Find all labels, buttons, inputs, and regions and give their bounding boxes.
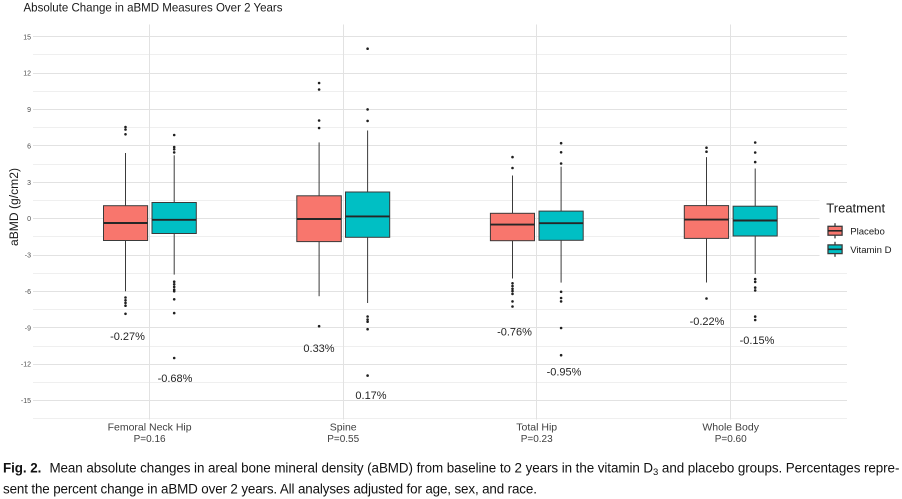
svg-text:-0.68%: -0.68% [158,373,193,385]
svg-text:sent the percent change in aBM: sent the percent change in aBMD over 2 y… [3,482,537,497]
svg-text:Absolute Change in aBMD Measur: Absolute Change in aBMD Measures Over 2 … [24,0,283,14]
svg-text:9: 9 [27,107,31,114]
svg-text:-12: -12 [21,362,31,369]
svg-text:P=0.55: P=0.55 [327,434,359,445]
svg-text:-0.27%: -0.27% [110,331,145,343]
svg-text:Vitamin D: Vitamin D [850,245,891,256]
svg-text:P=0.16: P=0.16 [134,434,166,445]
svg-text:Placebo: Placebo [850,226,885,237]
svg-text:3: 3 [27,180,31,187]
svg-text:-0.22%: -0.22% [690,316,725,328]
svg-text:6: 6 [27,143,31,150]
svg-text:Femoral Neck Hip: Femoral Neck Hip [108,422,192,434]
svg-text:15: 15 [23,34,31,41]
svg-text:aBMD (g/cm2): aBMD (g/cm2) [9,168,21,246]
svg-text:Spine: Spine [330,422,357,434]
svg-text:Fig. 2. Mean absolute changes: Fig. 2. Mean absolute changes in areal b… [3,461,899,479]
svg-text:0.17%: 0.17% [355,390,386,402]
svg-text:-3: -3 [25,253,31,260]
svg-text:P=0.60: P=0.60 [715,434,747,445]
svg-text:0: 0 [27,216,31,223]
svg-text:Total Hip: Total Hip [516,422,557,434]
svg-text:-0.95%: -0.95% [547,367,582,379]
svg-text:-0.15%: -0.15% [740,335,775,347]
svg-text:Treatment: Treatment [826,201,885,216]
svg-text:12: 12 [23,71,31,78]
svg-text:0.33%: 0.33% [303,343,334,355]
svg-text:-15: -15 [21,398,31,405]
svg-text:-9: -9 [25,325,31,332]
svg-text:-0.76%: -0.76% [497,326,532,338]
svg-text:Whole Body: Whole Body [702,422,759,434]
svg-text:-6: -6 [25,289,31,296]
svg-text:P=0.23: P=0.23 [521,434,553,445]
